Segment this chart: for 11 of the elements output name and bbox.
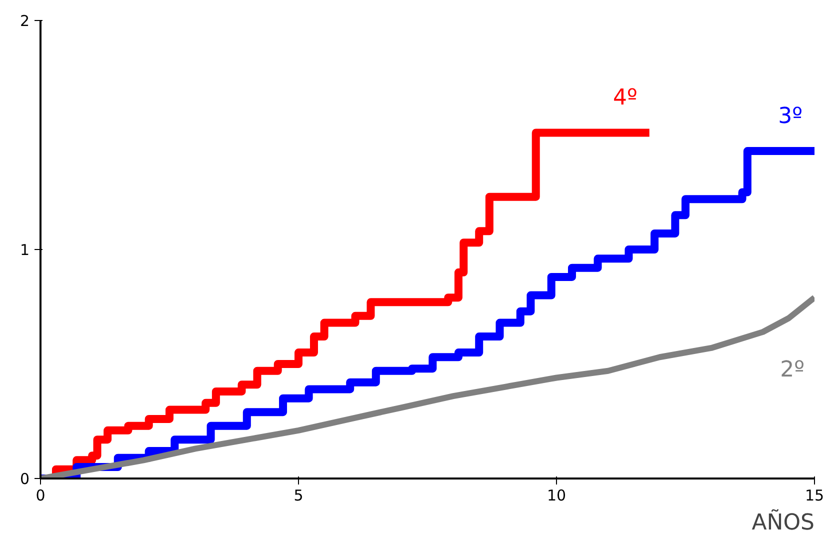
x-tick-label: 0: [36, 486, 46, 504]
y-tick-label: 0: [20, 470, 30, 488]
x-axis-title: AÑOS: [752, 508, 815, 536]
x-tick-label: 10: [546, 486, 566, 504]
x-tick-label: 5: [294, 486, 304, 504]
y-tick-label: 2: [20, 12, 30, 30]
x-tick-label: 15: [804, 486, 824, 504]
y-tick-label: 1: [20, 241, 30, 259]
series-label: 4º: [613, 86, 638, 111]
series-label: 3º: [778, 104, 803, 130]
series-label: 2º: [780, 358, 805, 383]
